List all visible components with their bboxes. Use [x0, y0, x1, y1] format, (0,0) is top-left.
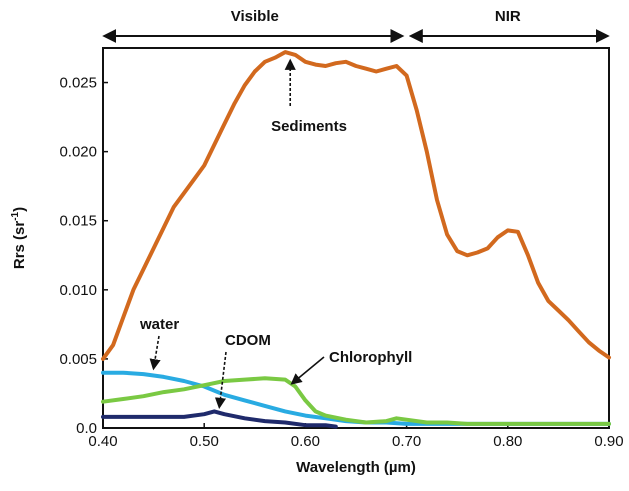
x-tick-label: 0.40 [88, 433, 117, 450]
y-axis-ticks: 0.0 0.005 0.010 0.015 0.020 0.025 [59, 75, 108, 437]
annotations: Sediments water CDOM Chlorophyll [139, 58, 412, 410]
series-sediments-line [101, 50, 611, 361]
y-axis-label: Rrs (sr-1) [10, 207, 28, 269]
x-tick-label: 0.60 [291, 433, 320, 450]
nir-region-label: NIR [495, 8, 521, 25]
spectral-regions: Visible NIR [102, 8, 610, 43]
y-axis-label-superscript: -1 [10, 211, 21, 220]
y-tick-label: 0.025 [59, 75, 97, 92]
water-annotation: water [139, 316, 179, 333]
x-axis-ticks: 0.40 0.50 0.60 0.70 0.80 0.90 [88, 423, 624, 450]
y-tick-label: 0.0 [76, 420, 97, 437]
sediments-annotation: Sediments [271, 118, 347, 135]
cdom-annotation: CDOM [225, 332, 271, 349]
x-tick-label: 0.50 [190, 433, 219, 450]
chlorophyll-annotation: Chlorophyll [329, 349, 412, 366]
y-axis-label-close: ) [11, 207, 28, 212]
series-cdom-line [101, 409, 338, 429]
series-chlorophyll-line [101, 376, 611, 426]
visible-region-label: Visible [231, 8, 279, 25]
series-layer [101, 50, 611, 429]
y-axis-label-main: Rrs (sr [11, 221, 28, 270]
y-tick-label: 0.015 [59, 213, 97, 230]
water-annotation-arrow [149, 335, 161, 371]
x-axis-label: Wavelength (µm) [296, 459, 416, 476]
x-tick-label: 0.90 [594, 433, 623, 450]
x-tick-label: 0.70 [392, 433, 421, 450]
chlorophyll-annotation-arrow [290, 356, 325, 385]
y-tick-label: 0.020 [59, 144, 97, 161]
y-tick-label: 0.010 [59, 282, 97, 299]
plot-area-frame [102, 47, 610, 429]
x-tick-label: 0.80 [493, 433, 522, 450]
y-tick-label: 0.005 [59, 351, 97, 368]
cdom-annotation-arrow [214, 351, 227, 410]
